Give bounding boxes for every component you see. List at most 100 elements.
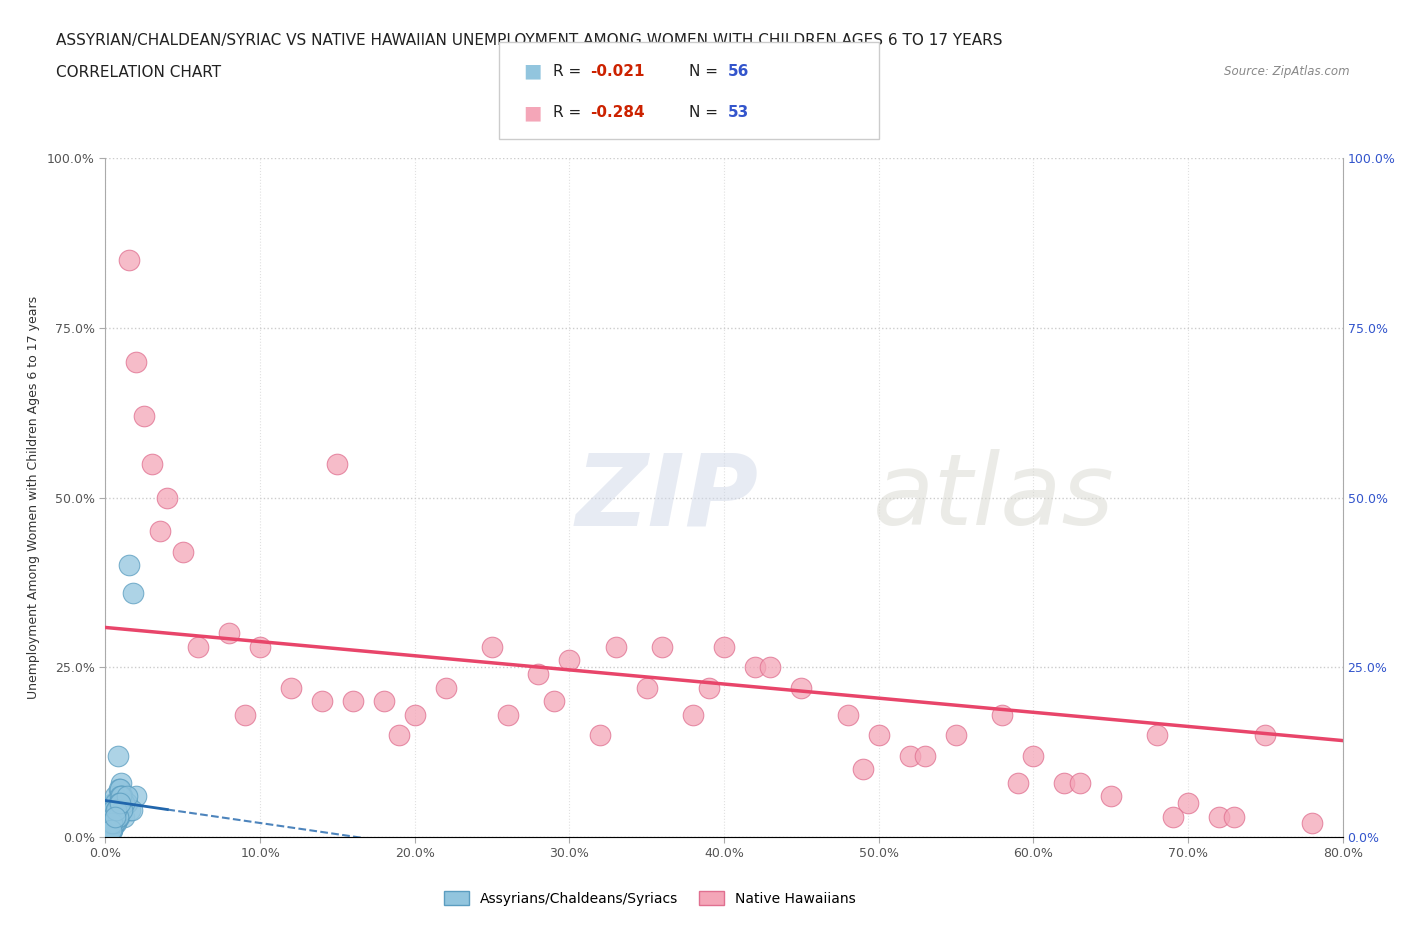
Text: 53: 53 [728,105,749,120]
Point [852,762,875,777]
Point [1177,796,1199,811]
Point [404,708,426,723]
Point [434,680,457,695]
Point [636,680,658,695]
Point [121,803,143,817]
Point [172,544,194,559]
Point [108,782,131,797]
Point [104,816,127,830]
Point [111,796,134,811]
Point [105,809,128,824]
Point [107,803,129,817]
Point [111,789,134,804]
Point [107,748,129,763]
Point [558,653,581,668]
Point [141,457,163,472]
Point [104,796,127,811]
Point [311,694,333,709]
Point [1161,809,1184,824]
Point [527,667,550,682]
Y-axis label: Unemployment Among Women with Children Ages 6 to 17 years: Unemployment Among Women with Children A… [27,296,41,699]
Point [100,809,122,824]
Point [991,708,1014,723]
Text: R =: R = [553,105,586,120]
Point [118,252,141,268]
Point [898,748,921,763]
Point [98,823,121,838]
Point [605,640,627,655]
Point [1254,727,1277,742]
Point [108,789,131,804]
Point [218,626,240,641]
Point [100,816,122,830]
Point [682,708,704,723]
Point [103,816,125,830]
Point [105,803,128,817]
Point [122,585,145,600]
Point [125,789,148,804]
Text: N =: N = [689,64,723,79]
Point [118,558,141,573]
Point [342,694,364,709]
Point [112,809,135,824]
Point [481,640,503,655]
Point [1022,748,1045,763]
Point [97,823,120,838]
Point [110,776,132,790]
Point [104,789,127,804]
Point [187,640,209,655]
Text: -0.284: -0.284 [591,105,645,120]
Point [233,708,256,723]
Point [589,727,612,742]
Text: ASSYRIAN/CHALDEAN/SYRIAC VS NATIVE HAWAIIAN UNEMPLOYMENT AMONG WOMEN WITH CHILDR: ASSYRIAN/CHALDEAN/SYRIAC VS NATIVE HAWAI… [56,33,1002,47]
Point [651,640,673,655]
Point [388,727,411,742]
Point [156,490,179,505]
Point [103,809,125,824]
Point [1099,789,1122,804]
Point [1146,727,1168,742]
Point [697,680,720,695]
Point [107,809,129,824]
Point [107,796,129,811]
Text: atlas: atlas [873,449,1114,546]
Point [132,408,156,423]
Point [914,748,936,763]
Text: Source: ZipAtlas.com: Source: ZipAtlas.com [1225,65,1350,78]
Legend: Assyrians/Chaldeans/Syriacs, Native Hawaiians: Assyrians/Chaldeans/Syriacs, Native Hawa… [439,885,862,911]
Point [280,680,302,695]
Point [104,809,127,824]
Point [496,708,519,723]
Point [101,816,124,830]
Point [108,782,131,797]
Point [1301,816,1323,830]
Point [112,796,135,811]
Point [744,660,766,675]
Point [120,803,142,817]
Point [1007,776,1029,790]
Point [107,809,129,824]
Point [105,803,128,817]
Point [759,660,782,675]
Point [100,803,122,817]
Point [98,823,121,838]
Point [100,816,122,830]
Point [713,640,735,655]
Point [108,796,131,811]
Point [105,796,128,811]
Point [868,727,890,742]
Text: ■: ■ [523,103,541,122]
Point [326,457,349,472]
Point [103,809,125,824]
Point [104,809,127,824]
Text: R =: R = [553,64,586,79]
Point [790,680,813,695]
Point [111,789,134,804]
Point [945,727,967,742]
Point [100,823,122,838]
Point [101,823,124,838]
Point [100,823,122,838]
Point [105,803,128,817]
Point [1208,809,1230,824]
Text: CORRELATION CHART: CORRELATION CHART [56,65,221,80]
